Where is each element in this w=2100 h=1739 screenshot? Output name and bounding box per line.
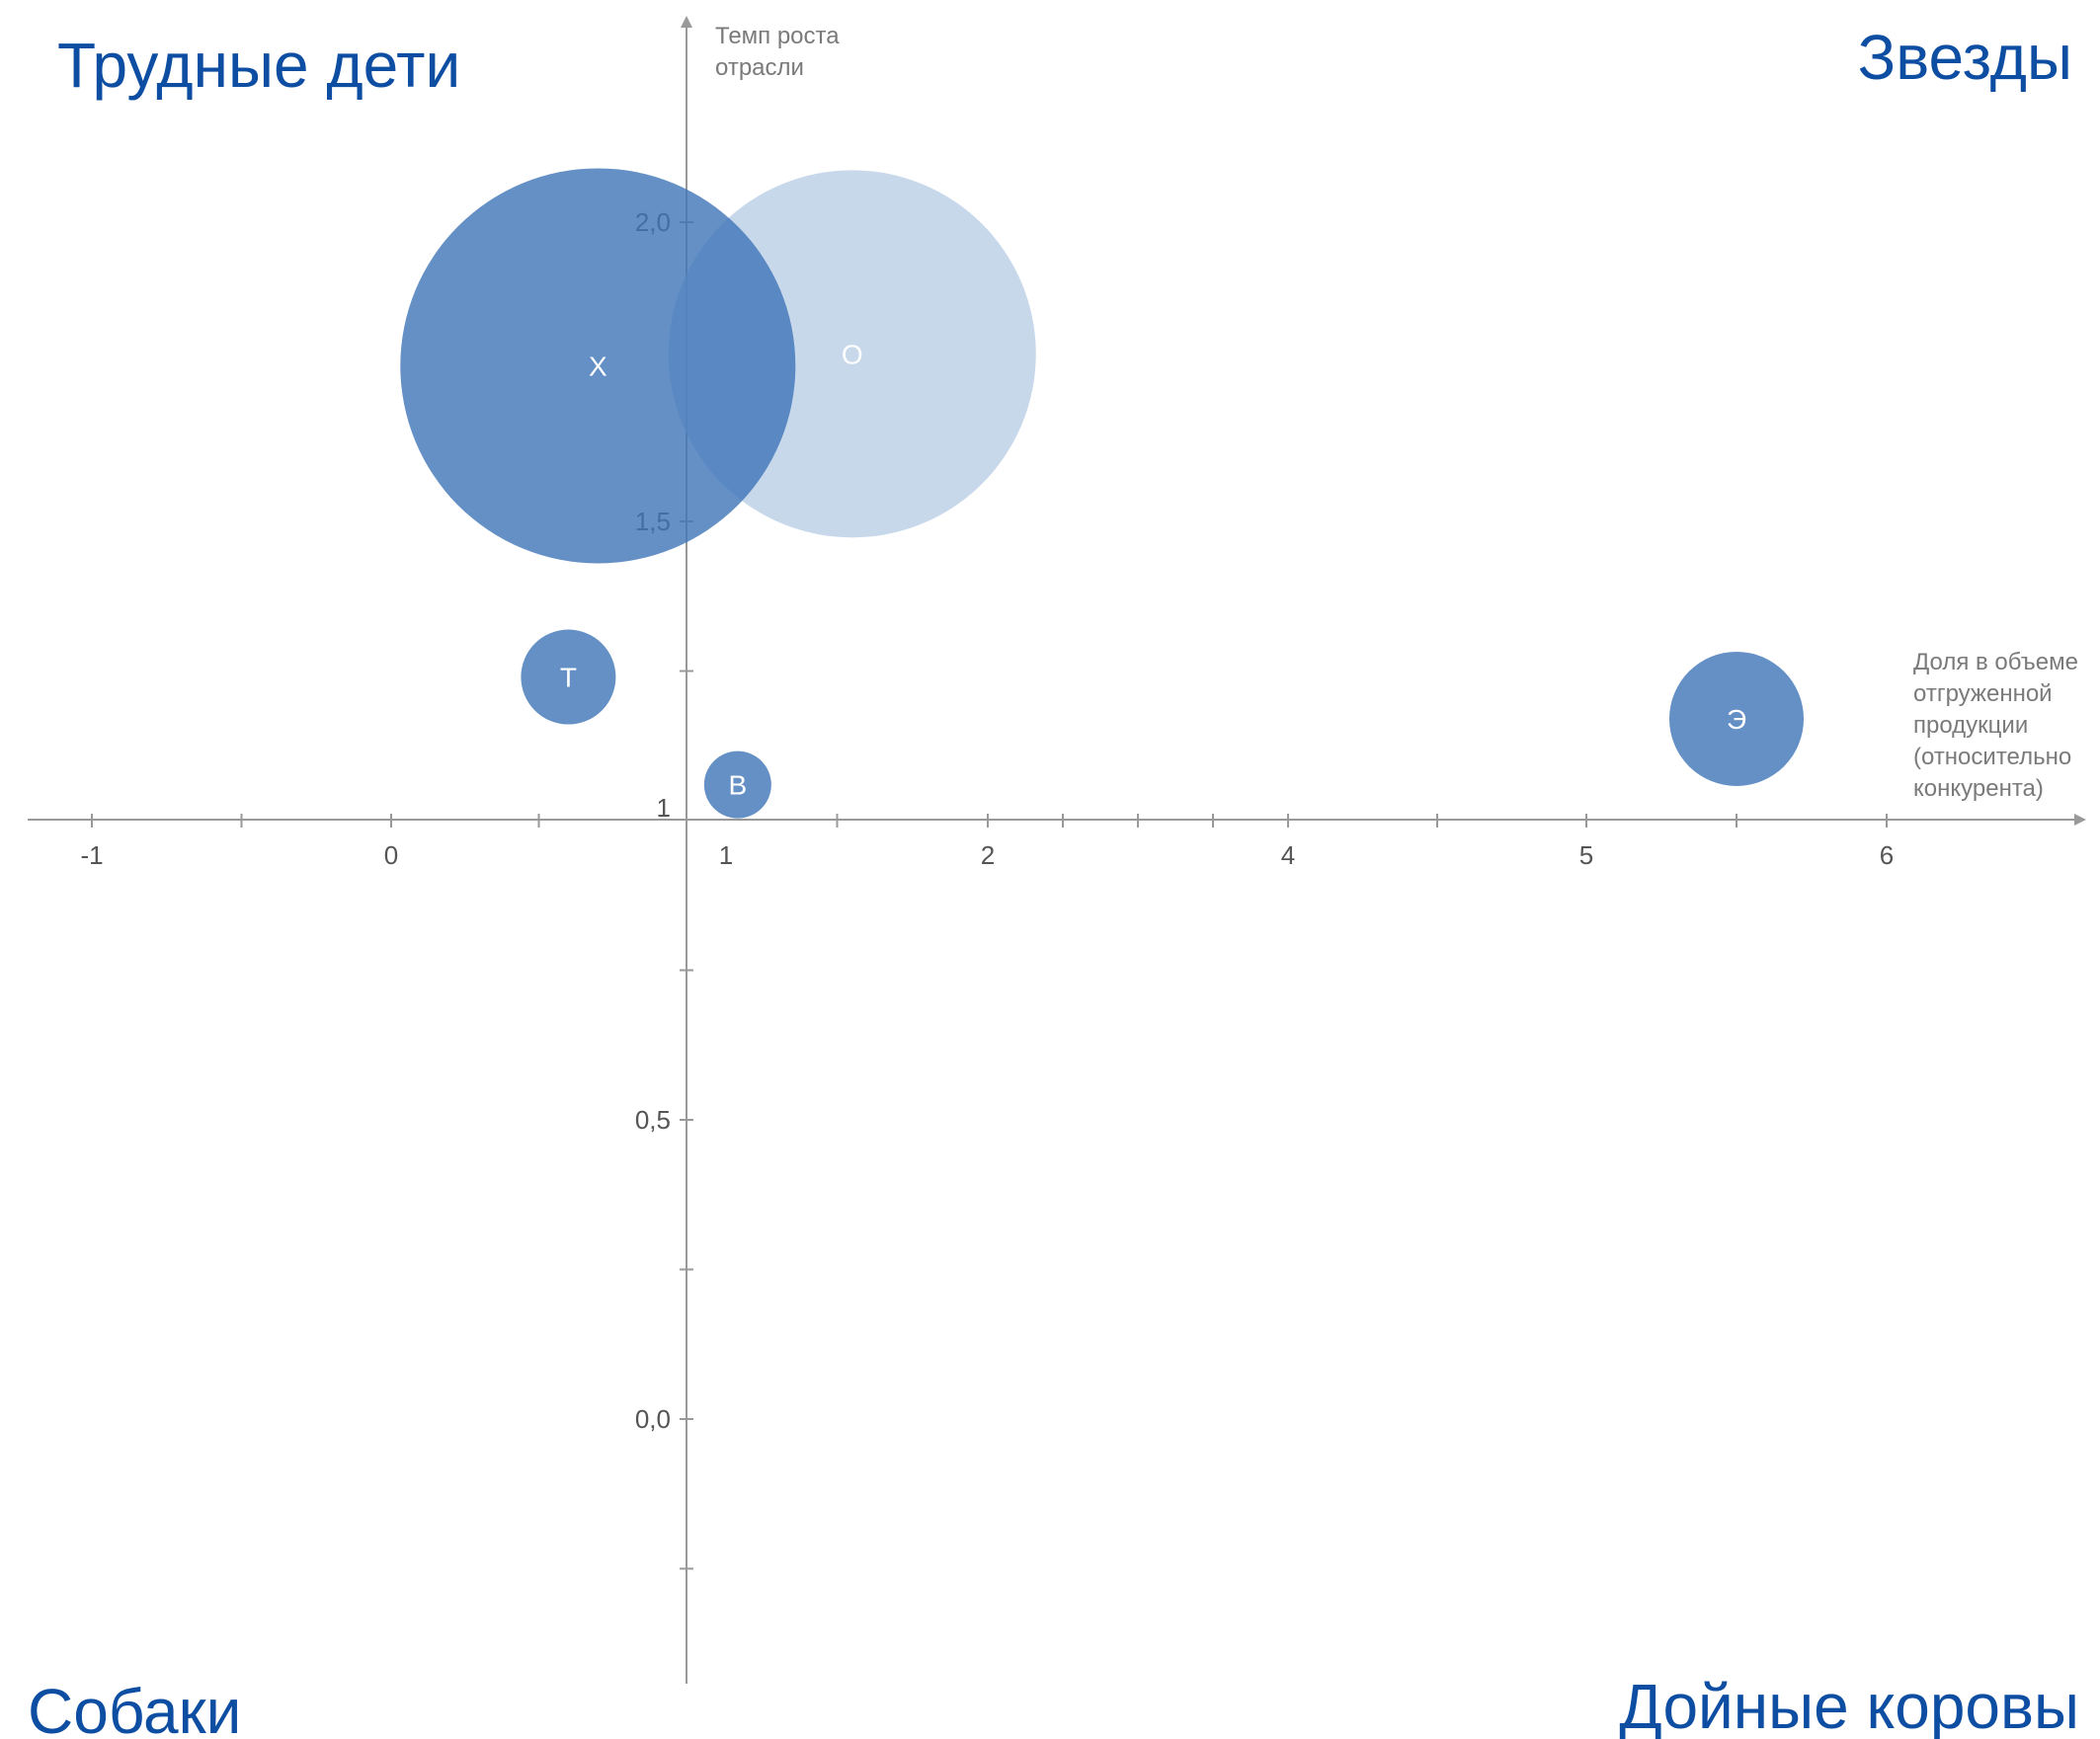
axes	[28, 16, 2086, 1684]
bubble-label: Х	[589, 351, 607, 381]
quadrant-label-question-marks: Трудные дети	[57, 30, 460, 101]
x-tick-label: 1	[719, 840, 733, 870]
bubble: В	[703, 751, 771, 819]
y-axis-title-line: отрасли	[715, 54, 804, 81]
bubble-circle	[400, 168, 796, 564]
x-tick-label: -1	[80, 840, 103, 870]
bubble-circle	[521, 629, 616, 725]
bubble-label: Э	[1727, 704, 1746, 735]
y-axis-title: Темп роста отрасли	[715, 23, 846, 81]
x-tick-label: 0	[384, 840, 398, 870]
bubble: Э	[1669, 651, 1804, 786]
x-tick-label: 5	[1579, 840, 1593, 870]
y-axis-title-line: Темп роста	[715, 23, 840, 49]
y-tick-label: 1	[657, 793, 671, 823]
x-axis-title-line: отгруженной	[1913, 680, 2053, 707]
bubble: Т	[521, 629, 616, 725]
bubbles: О Х Т В Э	[400, 168, 1804, 819]
x-axis-title: Доля в объеме отгруженной продукции (отн…	[1913, 649, 2085, 802]
x-axis-title-line: Доля в объеме	[1913, 649, 2078, 675]
x-axis-title-line: продукции	[1913, 712, 2028, 739]
bubble-circle	[703, 751, 771, 819]
bubble-label: Т	[560, 663, 577, 693]
quadrant-label-stars: Звезды	[1858, 22, 2072, 93]
bubble: Х	[400, 168, 796, 564]
bubble-label: О	[842, 339, 863, 369]
quadrant-label-cash-cows: Дойные коровы	[1619, 1671, 2079, 1739]
x-tick-label: 6	[1880, 840, 1894, 870]
bubble-circle	[1669, 651, 1804, 786]
x-axis-title-line: конкурента)	[1913, 775, 2044, 802]
x-tick-label: 2	[981, 840, 995, 870]
bubble-label: В	[729, 770, 748, 801]
x-axis-title-line: (относительно	[1913, 744, 2071, 770]
x-tick-label: 4	[1281, 840, 1295, 870]
y-tick-label: 0,5	[635, 1105, 671, 1135]
y-tick-label: 0,0	[635, 1404, 671, 1434]
quadrant-label-dogs: Собаки	[28, 1676, 241, 1739]
